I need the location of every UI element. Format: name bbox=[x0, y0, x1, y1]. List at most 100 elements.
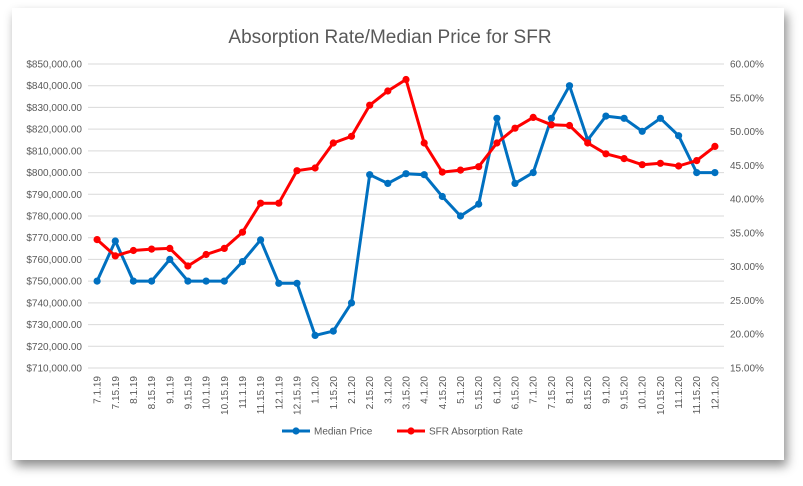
x-tick-label: 4.15.20 bbox=[438, 376, 449, 410]
data-point bbox=[220, 277, 228, 285]
data-point bbox=[347, 299, 356, 307]
series-sfr-absorption-rate bbox=[93, 75, 719, 270]
x-tick-label: 7.1.19 bbox=[93, 376, 104, 404]
right-tick-label: 40.00% bbox=[730, 195, 764, 206]
data-point bbox=[675, 132, 683, 140]
x-tick-label: 11.15.20 bbox=[692, 376, 703, 415]
legend-label: Median Price bbox=[314, 427, 373, 438]
x-tick-label: 3.1.20 bbox=[383, 376, 394, 404]
data-point bbox=[275, 199, 283, 207]
x-tick-label: 7.1.20 bbox=[529, 376, 540, 404]
data-point bbox=[565, 121, 574, 130]
left-tick-label: $800,000.00 bbox=[26, 168, 82, 179]
data-point bbox=[656, 114, 665, 122]
data-point bbox=[438, 168, 446, 176]
data-point bbox=[475, 200, 483, 208]
left-tick-label: $740,000.00 bbox=[26, 298, 82, 309]
x-tick-label: 12.15.19 bbox=[292, 376, 303, 415]
data-point bbox=[311, 164, 319, 172]
left-axis-ticks: $710,000.00 $720,000.00 $730,000.00 $740,00… bbox=[26, 60, 82, 375]
left-tick-label: $840,000.00 bbox=[26, 81, 82, 92]
left-tick-label: $820,000.00 bbox=[26, 125, 82, 136]
data-point bbox=[493, 114, 501, 122]
right-tick-label: 50.00% bbox=[730, 127, 764, 138]
right-tick-label: 30.00% bbox=[730, 262, 764, 273]
data-point bbox=[129, 277, 137, 285]
data-point bbox=[220, 244, 228, 252]
data-point bbox=[129, 246, 137, 255]
data-point bbox=[111, 237, 119, 245]
gridlines bbox=[88, 63, 724, 369]
data-point bbox=[420, 171, 428, 179]
data-point bbox=[93, 236, 101, 244]
x-tick-label: 1.1.20 bbox=[311, 376, 322, 404]
x-tick-label: 11.15.19 bbox=[256, 376, 267, 415]
series-median-price bbox=[93, 82, 719, 339]
right-tick-label: 60.00% bbox=[730, 60, 764, 71]
left-tick-label: $830,000.00 bbox=[26, 103, 82, 114]
data-point bbox=[693, 169, 701, 177]
data-point bbox=[347, 132, 356, 140]
x-tick-label: 2.1.20 bbox=[347, 376, 358, 404]
x-tick-label: 5.1.20 bbox=[456, 376, 467, 404]
data-point bbox=[329, 327, 337, 335]
data-point bbox=[620, 155, 628, 163]
data-point bbox=[675, 162, 683, 170]
data-point bbox=[638, 127, 646, 135]
right-tick-label: 55.00% bbox=[730, 93, 764, 104]
data-point bbox=[602, 112, 610, 120]
data-point bbox=[148, 277, 156, 285]
x-tick-label: 6.1.20 bbox=[492, 376, 503, 404]
data-point bbox=[366, 171, 374, 179]
right-axis-ticks: 15.00% 20.00% 25.00% 30.00% 35.00% 40.00% 45.0… bbox=[730, 60, 764, 375]
data-point bbox=[529, 169, 537, 177]
data-point bbox=[456, 166, 465, 174]
x-tick-label: 8.1.19 bbox=[129, 376, 140, 404]
data-point bbox=[511, 179, 519, 187]
data-point bbox=[275, 279, 283, 287]
x-tick-label: 4.1.20 bbox=[420, 376, 431, 404]
legend-item: Median Price bbox=[282, 427, 373, 438]
data-point bbox=[238, 258, 247, 266]
legend-item: SFR Absorption Rate bbox=[397, 427, 523, 438]
data-point bbox=[366, 101, 374, 109]
data-point bbox=[656, 159, 665, 167]
data-point bbox=[620, 114, 628, 122]
x-tick-label: 8.1.20 bbox=[565, 376, 576, 404]
data-point bbox=[257, 236, 265, 244]
x-tick-label: 5.15.20 bbox=[474, 376, 485, 410]
x-tick-label: 7.15.19 bbox=[111, 376, 122, 410]
data-point bbox=[547, 121, 556, 129]
legend-label: SFR Absorption Rate bbox=[429, 427, 523, 438]
left-tick-label: $850,000.00 bbox=[26, 60, 82, 71]
x-tick-label: 10.1.19 bbox=[202, 376, 213, 410]
x-axis-ticks: 7.1.19 7.15.19 8.1.19 8.15.19 9.1.19 9.15.19 1… bbox=[93, 376, 722, 415]
data-point bbox=[238, 228, 247, 236]
data-point bbox=[111, 252, 119, 260]
data-point bbox=[202, 277, 210, 285]
data-point bbox=[329, 139, 337, 147]
x-tick-label: 9.1.20 bbox=[601, 376, 612, 404]
data-point bbox=[493, 139, 501, 147]
data-point bbox=[584, 139, 592, 147]
data-point bbox=[293, 167, 301, 175]
x-tick-label: 2.15.20 bbox=[365, 376, 376, 410]
data-point bbox=[402, 75, 410, 84]
x-tick-label: 3.15.20 bbox=[402, 376, 413, 410]
data-point bbox=[184, 277, 192, 285]
data-point bbox=[293, 279, 301, 287]
right-tick-label: 35.00% bbox=[730, 228, 764, 239]
left-tick-label: $790,000.00 bbox=[26, 190, 82, 201]
x-tick-label: 9.15.20 bbox=[620, 376, 631, 410]
left-tick-label: $720,000.00 bbox=[26, 342, 82, 353]
left-tick-label: $810,000.00 bbox=[26, 146, 82, 157]
x-tick-label: 6.15.20 bbox=[511, 376, 522, 410]
right-tick-label: 20.00% bbox=[730, 330, 764, 341]
chart: Absorption Rate/Median Price for SFR $71… bbox=[26, 27, 764, 438]
data-point bbox=[511, 124, 519, 132]
data-point bbox=[711, 142, 719, 150]
chart-card: Absorption Rate/Median Price for SFR $71… bbox=[12, 8, 784, 460]
data-point bbox=[438, 192, 446, 201]
data-point bbox=[166, 244, 174, 252]
data-point bbox=[638, 161, 646, 169]
